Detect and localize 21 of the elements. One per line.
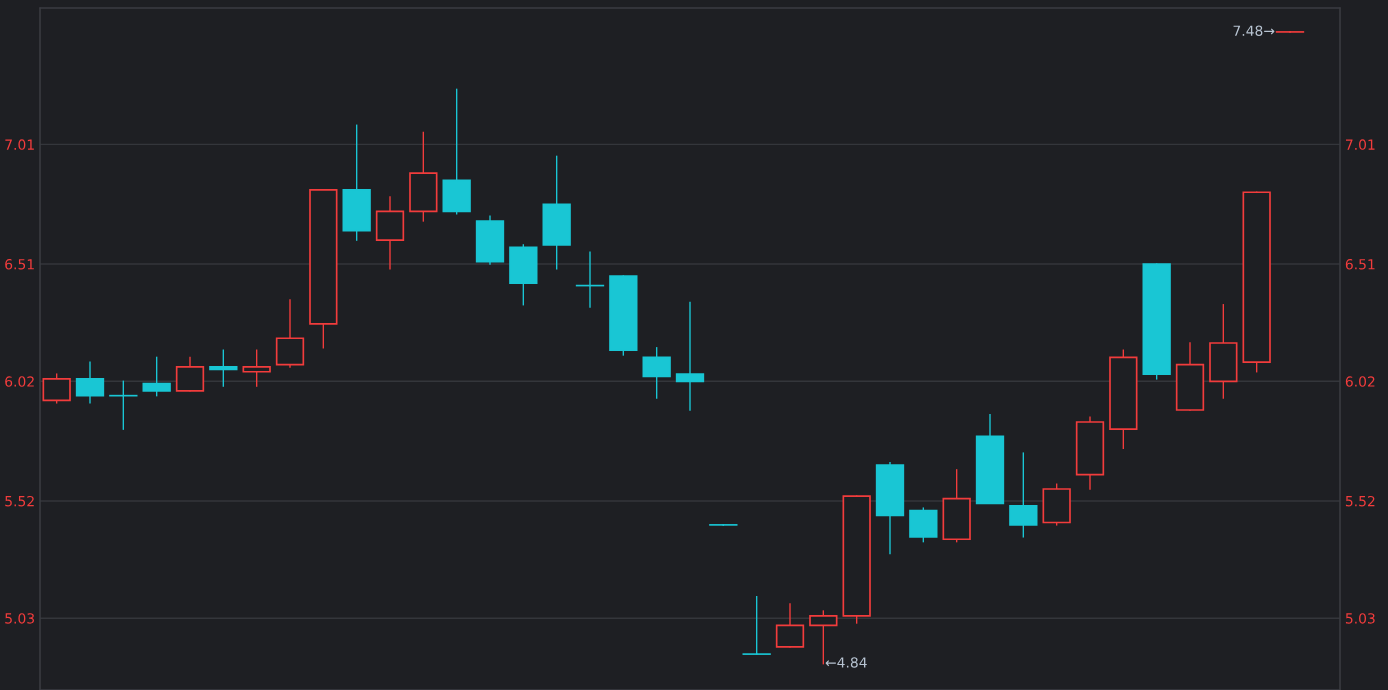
annotation: ←4.84 bbox=[825, 657, 867, 668]
y2-tick-label: 5.03 bbox=[1345, 613, 1375, 624]
y-tick-label: 7.01 bbox=[5, 139, 34, 150]
candlestick bbox=[675, 301, 705, 411]
candlestick bbox=[875, 461, 905, 555]
candlestick bbox=[475, 215, 505, 265]
y-tick-label: 5.03 bbox=[5, 613, 35, 624]
y2-tick-label: 5.52 bbox=[1345, 495, 1375, 507]
y2-tick-label: 6.02 bbox=[1345, 376, 1375, 387]
candlestick bbox=[542, 155, 571, 270]
y-tick-label: 6.02 bbox=[5, 376, 34, 387]
y-tick-label: 6.51 bbox=[5, 259, 34, 270]
candlestick bbox=[1075, 416, 1105, 490]
y2-tick-label: 7.01 bbox=[1346, 139, 1375, 150]
y-tick-label: 5.52 bbox=[5, 495, 34, 507]
candlestick bbox=[375, 196, 405, 270]
annotation: 7.48→ bbox=[1233, 25, 1275, 36]
candlestick bbox=[75, 361, 105, 404]
candlestick bbox=[575, 251, 605, 308]
y2-tick-label: 6.51 bbox=[1345, 259, 1375, 270]
candlestick bbox=[275, 299, 305, 368]
